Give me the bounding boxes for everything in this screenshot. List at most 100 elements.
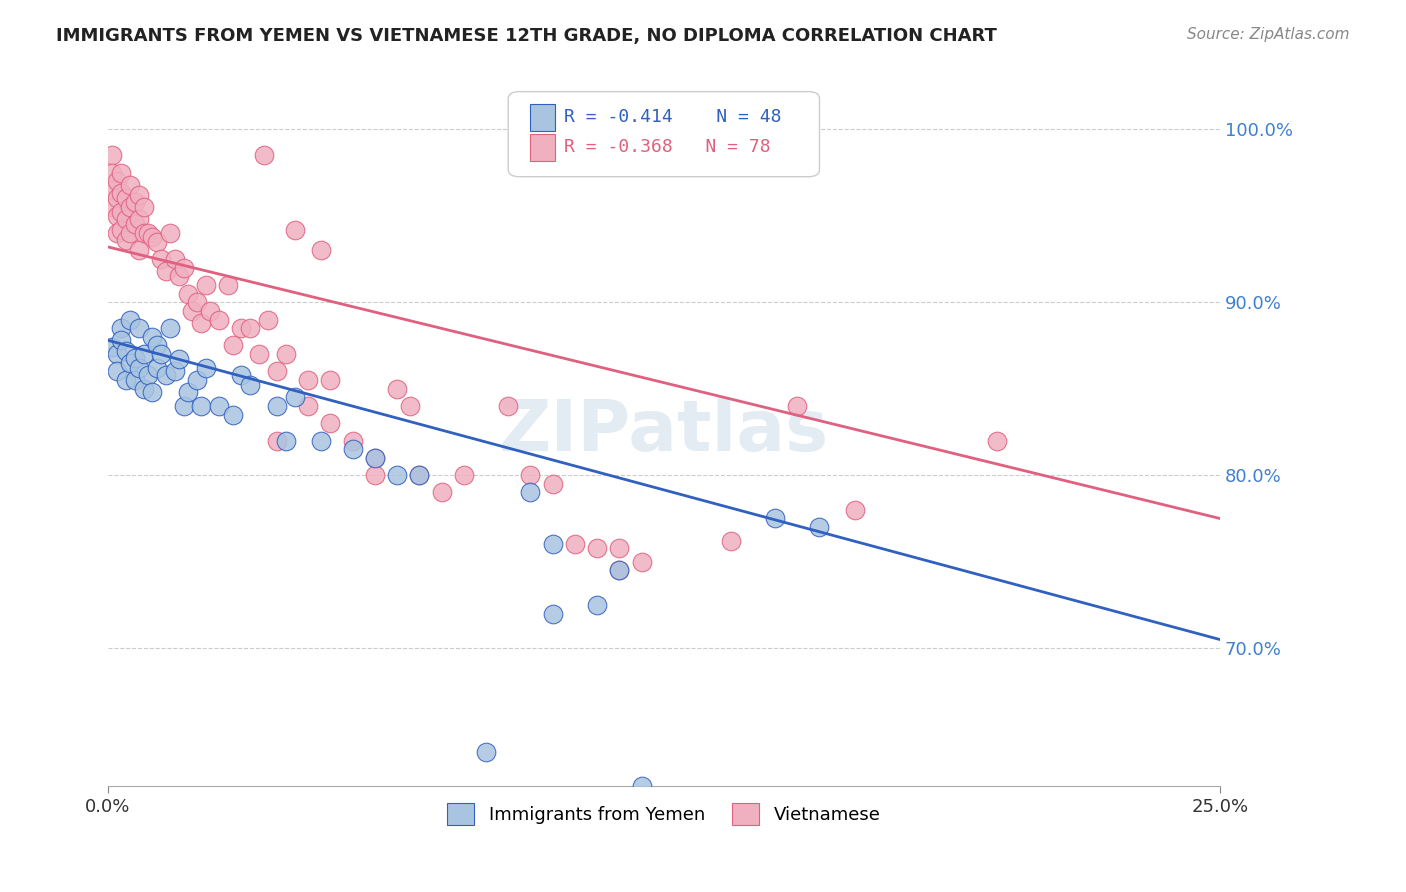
Point (105, 347, 128, 361)
Point (208, 399, 231, 413)
Point (364, 450, 387, 465)
Point (150, 347, 173, 361)
Point (105, 364, 128, 378)
Point (114, 343, 136, 358)
Point (266, 434, 288, 448)
Point (120, 200, 142, 214)
Point (120, 226, 142, 240)
Point (124, 218, 146, 232)
FancyBboxPatch shape (530, 134, 555, 161)
Point (284, 390, 307, 404)
Point (159, 226, 181, 240)
Point (564, 537, 586, 551)
Point (399, 399, 422, 413)
Point (128, 361, 150, 376)
Point (105, 174, 128, 188)
Point (586, 541, 609, 555)
Point (609, 563, 631, 577)
Point (101, 200, 124, 214)
Point (155, 264, 177, 278)
Point (720, 533, 742, 548)
Point (124, 194, 146, 209)
Point (110, 222, 132, 236)
Point (453, 468, 475, 483)
Point (297, 373, 319, 387)
Point (136, 368, 159, 382)
Point (105, 192, 128, 206)
Point (136, 226, 159, 240)
Point (132, 200, 155, 214)
Point (146, 338, 169, 352)
Point (128, 188, 150, 202)
Point (101, 148, 124, 162)
Point (141, 330, 163, 344)
Point (128, 212, 150, 227)
FancyBboxPatch shape (508, 92, 820, 177)
Point (342, 442, 364, 457)
Point (385, 468, 408, 483)
Point (150, 252, 173, 266)
Point (186, 295, 208, 310)
Point (101, 340, 124, 354)
Point (120, 356, 142, 370)
Point (630, 555, 652, 569)
Legend: Immigrants from Yemen, Vietnamese: Immigrants from Yemen, Vietnamese (439, 794, 890, 834)
Text: R = -0.414    N = 48: R = -0.414 N = 48 (564, 108, 782, 126)
Point (541, 476, 564, 491)
Point (194, 361, 217, 376)
Point (231, 368, 253, 382)
Point (120, 178, 142, 192)
Point (173, 260, 195, 275)
FancyBboxPatch shape (530, 103, 555, 130)
Point (110, 186, 132, 201)
Point (105, 226, 128, 240)
Point (609, 541, 631, 555)
Point (146, 235, 169, 249)
Point (124, 351, 146, 365)
Point (110, 205, 132, 219)
Point (786, 399, 808, 413)
Point (186, 373, 208, 387)
Point (124, 373, 146, 387)
Point (208, 312, 231, 326)
Text: Source: ZipAtlas.com: Source: ZipAtlas.com (1187, 27, 1350, 42)
Point (430, 485, 453, 500)
Point (763, 511, 786, 525)
Point (132, 347, 155, 361)
Point (114, 212, 136, 227)
Point (221, 408, 243, 422)
Point (128, 244, 150, 258)
Point (541, 607, 564, 621)
Point (167, 269, 190, 284)
Point (364, 468, 387, 483)
Point (101, 183, 124, 197)
Point (177, 385, 200, 400)
Point (408, 468, 430, 483)
Point (239, 321, 262, 335)
Point (132, 226, 155, 240)
Point (319, 417, 342, 431)
Point (141, 229, 163, 244)
Point (586, 598, 609, 612)
Point (274, 434, 297, 448)
Point (177, 286, 200, 301)
Point (141, 385, 163, 400)
Point (181, 304, 204, 318)
Point (408, 468, 430, 483)
Point (311, 434, 333, 448)
Point (284, 222, 307, 236)
Point (364, 450, 387, 465)
Point (146, 361, 169, 376)
Point (110, 321, 132, 335)
Point (541, 537, 564, 551)
Point (110, 165, 132, 179)
Point (630, 780, 652, 794)
Point (163, 252, 186, 266)
Point (101, 165, 124, 179)
Point (163, 364, 186, 378)
Point (221, 338, 243, 352)
Point (167, 352, 190, 367)
Point (496, 399, 519, 413)
Point (114, 373, 136, 387)
Point (200, 304, 222, 318)
